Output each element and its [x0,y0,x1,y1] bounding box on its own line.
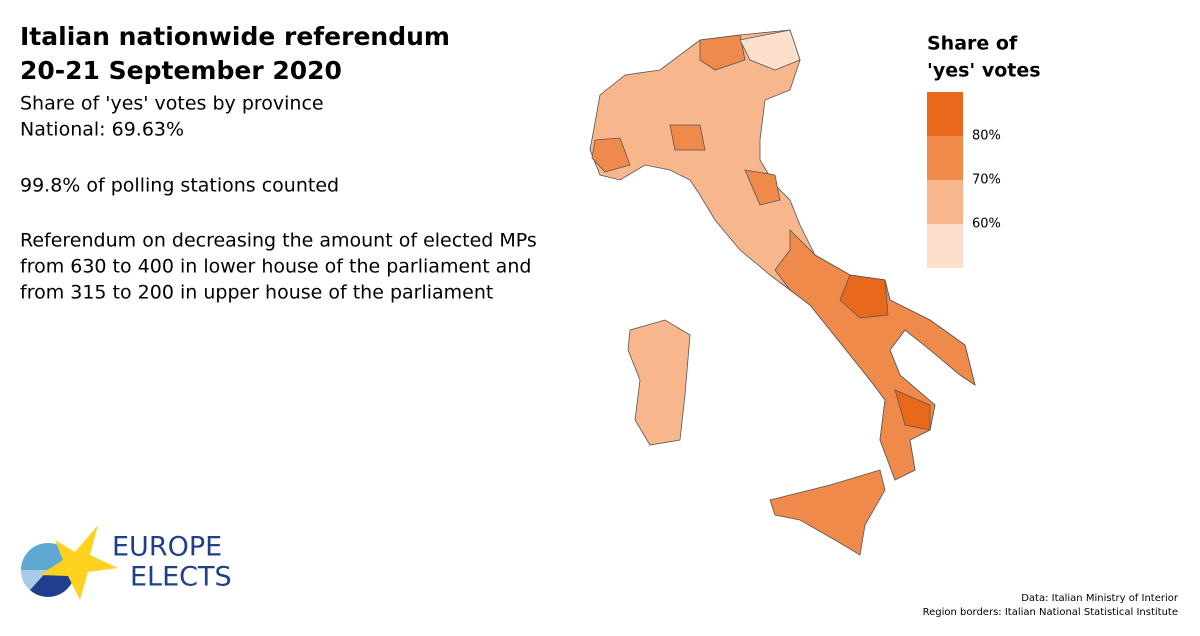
description: Referendum on decreasing the amount of e… [20,230,537,252]
province [839,274,889,319]
province [744,169,781,206]
map [589,29,976,556]
province [591,137,631,173]
counted: 99.8% of polling stations counted [20,175,339,197]
legend: 80% 70% 60% [927,92,1001,268]
legend-label: 80% [972,129,1001,144]
national: National: 69.63% [20,119,184,141]
logo: EUROPE ELECTS [21,525,232,600]
logo-slice [30,570,75,597]
province [669,124,706,151]
logo-text: EUROPE [112,532,222,563]
title: 20-21 September 2020 [20,56,342,85]
legend-swatch [927,180,963,224]
sicily [769,469,886,556]
sardinia [627,319,691,446]
title: Italian nationwide referendum [20,22,450,51]
province [894,389,931,431]
legend-title: Share of [927,33,1018,55]
source: Data: Italian Ministry of Interior [1021,593,1179,604]
logo-star [40,525,118,600]
legend-swatch [927,136,963,180]
logo-text: ELECTS [130,562,232,593]
source: Region borders: Italian National Statist… [923,607,1178,618]
province [699,34,746,71]
legend-label: 60% [972,217,1001,232]
legend-label: 70% [972,173,1001,188]
legend-title: 'yes' votes [927,60,1041,82]
legend-swatch [927,224,963,268]
subtitle: Share of 'yes' votes by province [20,93,324,115]
description: from 315 to 200 in upper house of the pa… [20,282,493,304]
province [739,29,801,71]
description: from 630 to 400 in lower house of the pa… [20,256,531,278]
legend-swatch [927,92,963,136]
